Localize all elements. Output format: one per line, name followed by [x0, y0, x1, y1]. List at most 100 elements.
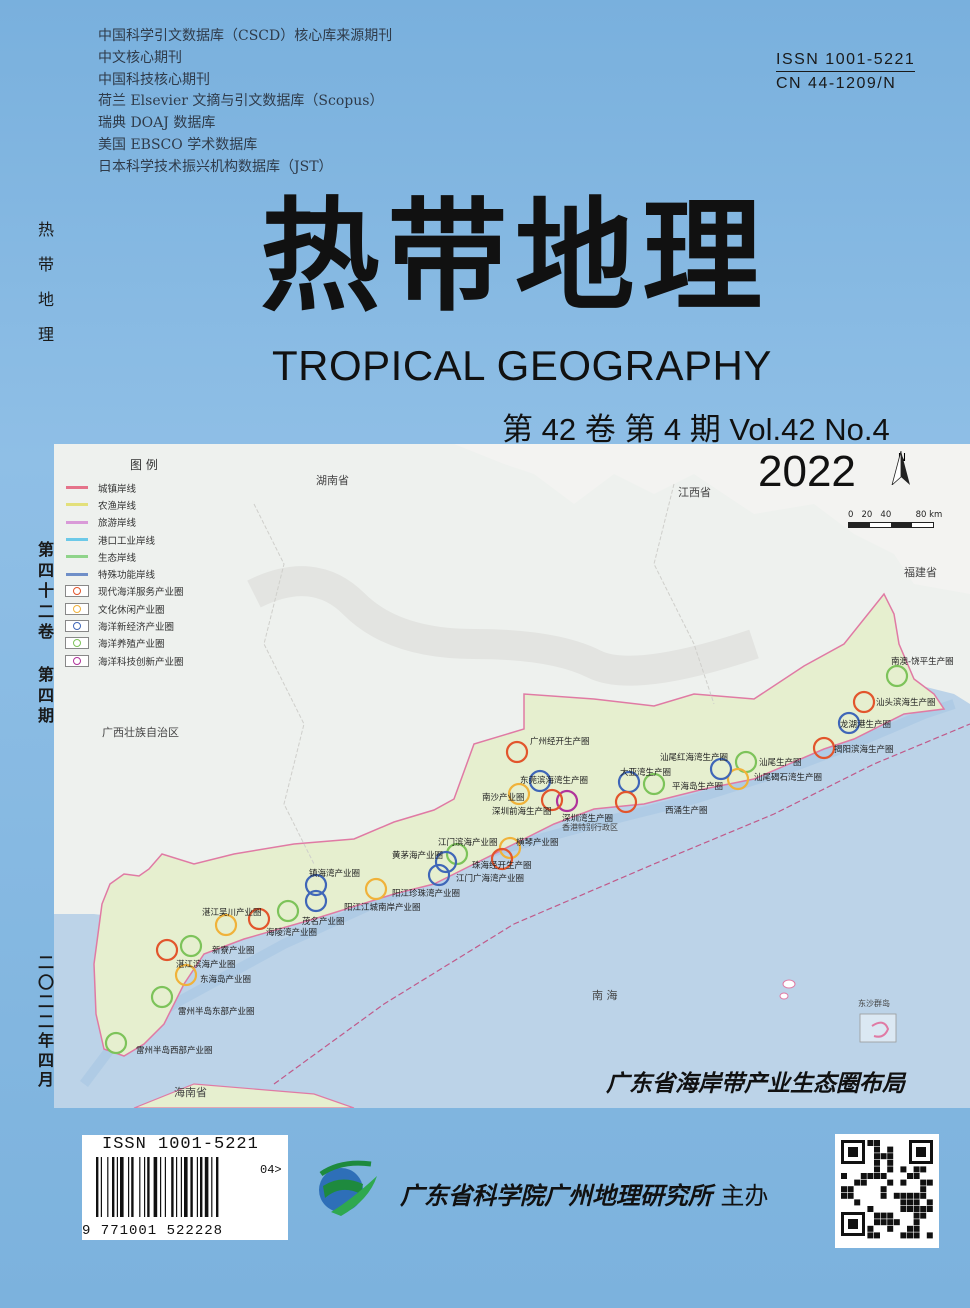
industry-circle	[247, 907, 271, 931]
legend-line-swatch	[64, 517, 90, 527]
circle-label: 珠海经开生产圈	[472, 861, 532, 871]
legend-label: 农渔岸线	[98, 500, 137, 512]
circle-label: 广州经开生产圈	[530, 737, 590, 747]
barcode-issn: ISSN 1001-5221	[102, 1135, 259, 1154]
spine-char: 热	[37, 220, 54, 239]
volume-issue: 第 42 卷 第 4 期 Vol.42 No.4	[502, 412, 890, 447]
legend-row: 特殊功能岸线	[64, 565, 214, 582]
circle-label: 大亚湾生产圈	[620, 768, 672, 778]
spine-char: 十	[37, 581, 54, 600]
legend-label: 文化休闲产业圈	[98, 604, 165, 616]
industry-circle	[155, 938, 179, 962]
index-list: 中国科学引文数据库（CSCD）核心库来源期刊 中文核心期刊 中国科技核心期刊 荷…	[98, 26, 392, 179]
industry-circle	[445, 842, 469, 866]
circle-label: 新寮产业圈	[212, 946, 255, 956]
legend-line-swatch	[64, 535, 90, 545]
legend-row: 城镇岸线	[64, 479, 214, 496]
spine-char: 四	[37, 1050, 54, 1070]
circle-label: 黄茅海产业圈	[392, 851, 444, 861]
legend-label: 海洋科技创新产业圈	[98, 656, 184, 668]
industry-circle	[852, 690, 876, 714]
spine-date: 二 〇 二 二 年 四 月	[34, 953, 58, 1090]
coast-map: 图 例 城镇岸线 农渔岸线 旅游岸线 港口工业岸线 生态岸线 特殊功能岸线 现代海洋服务产业…	[54, 444, 970, 1108]
index-item: 中国科学引文数据库（CSCD）核心库来源期刊	[98, 28, 393, 44]
hk-label: 香港特别行政区	[562, 823, 618, 832]
industry-circle	[505, 740, 529, 764]
year: 2022	[758, 447, 856, 496]
circle-label: 深圳湾生产圈	[562, 814, 614, 824]
spine-issue: 第 四 期	[34, 665, 58, 727]
spine-title: 热 带 地 理	[34, 212, 58, 352]
qr-code	[835, 1134, 939, 1248]
legend-circle-swatch	[64, 620, 90, 633]
barcode-suffix: 04>	[260, 1163, 282, 1177]
barcode: ISSN 1001-5221 04> 9 771001 522228	[82, 1135, 288, 1240]
industry-circle	[490, 847, 514, 871]
industry-circle	[726, 767, 750, 791]
industry-circle	[174, 963, 198, 987]
issn-number: ISSN 1001-5221	[776, 48, 916, 72]
circle-label: 南沙产业圈	[482, 793, 525, 803]
index-item: 中文核心期刊	[98, 49, 182, 66]
industry-circle	[812, 736, 836, 760]
circle-label: 汕头滨海生产圈	[876, 698, 936, 708]
industry-circle	[528, 769, 552, 793]
circle-label: 镇海湾产业圈	[309, 869, 361, 879]
spine-char: 二	[37, 953, 54, 972]
circle-label: 汕尾碣石湾生产圈	[754, 773, 823, 783]
circle-label: 雷州半岛东部产业圈	[178, 1007, 255, 1017]
index-item: 瑞典 DOAJ 数据库	[98, 115, 216, 132]
spine-char: 四	[37, 560, 54, 580]
spine-char: 二	[37, 1011, 54, 1031]
legend-label: 生态岸线	[98, 552, 137, 564]
industry-circle	[498, 836, 522, 860]
legend-label: 城镇岸线	[98, 483, 137, 495]
industry-circle	[555, 789, 579, 813]
circle-label: 深圳前海生产圈	[492, 807, 552, 817]
industry-circle	[304, 889, 328, 913]
industry-circle	[642, 772, 666, 796]
legend-row: 现代海洋服务产业圈	[64, 583, 214, 600]
industry-circle	[304, 873, 328, 897]
spine-char: 二	[37, 601, 54, 621]
spine-char: 月	[37, 1070, 54, 1089]
province-hainan: 海南省	[174, 1086, 207, 1099]
circle-label: 汕尾红海湾生产圈	[660, 753, 729, 763]
legend-circle-swatch	[64, 654, 90, 667]
legend-circle-swatch	[64, 602, 90, 615]
circle-label: 茂名产业圈	[302, 917, 345, 927]
legend-label: 港口工业岸线	[98, 535, 156, 547]
legend-label: 特殊功能岸线	[98, 570, 156, 582]
legend-line-swatch	[64, 569, 90, 579]
spine-char: 年	[37, 1031, 54, 1050]
legend-label: 现代海洋服务产业圈	[98, 587, 184, 599]
industry-circle	[364, 877, 388, 901]
legend-label: 海洋养殖产业圈	[98, 639, 165, 651]
spine-char: 第	[37, 665, 54, 684]
index-item: 日本科学技术振兴机构数据库（JST）	[98, 158, 333, 175]
spine-volume: 第 四 十 二 卷	[34, 540, 58, 643]
industry-circle	[507, 782, 531, 806]
spine-char: 〇	[37, 972, 54, 992]
legend-circle-swatch	[64, 637, 90, 650]
circle-label: 东莞滨海湾生产圈	[520, 776, 589, 786]
industry-circles	[104, 664, 909, 1055]
index-item: 美国 EBSCO 学术数据库	[98, 136, 258, 153]
province-jiangxi: 江西省	[678, 486, 711, 499]
industry-circle	[214, 913, 238, 937]
index-item: 中国科技核心期刊	[98, 71, 210, 88]
legend-line-swatch	[64, 552, 90, 562]
industry-circle	[709, 757, 733, 781]
province-guangxi: 广西壮族自治区	[102, 726, 179, 739]
legend-line-swatch	[64, 500, 90, 510]
spine-char: 带	[37, 255, 54, 274]
legend-title: 图 例	[130, 458, 158, 472]
circle-label: 雷州半岛西部产业圈	[136, 1046, 213, 1056]
spine-char: 二	[37, 992, 54, 1011]
spine-char: 四	[37, 685, 54, 705]
spine-char: 第	[37, 540, 54, 559]
legend-circle-swatch	[64, 585, 90, 598]
legend-row: 海洋科技创新产业圈	[64, 652, 214, 669]
circle-label: 平海岛生产圈	[672, 782, 724, 792]
legend-row: 生态岸线	[64, 548, 214, 565]
